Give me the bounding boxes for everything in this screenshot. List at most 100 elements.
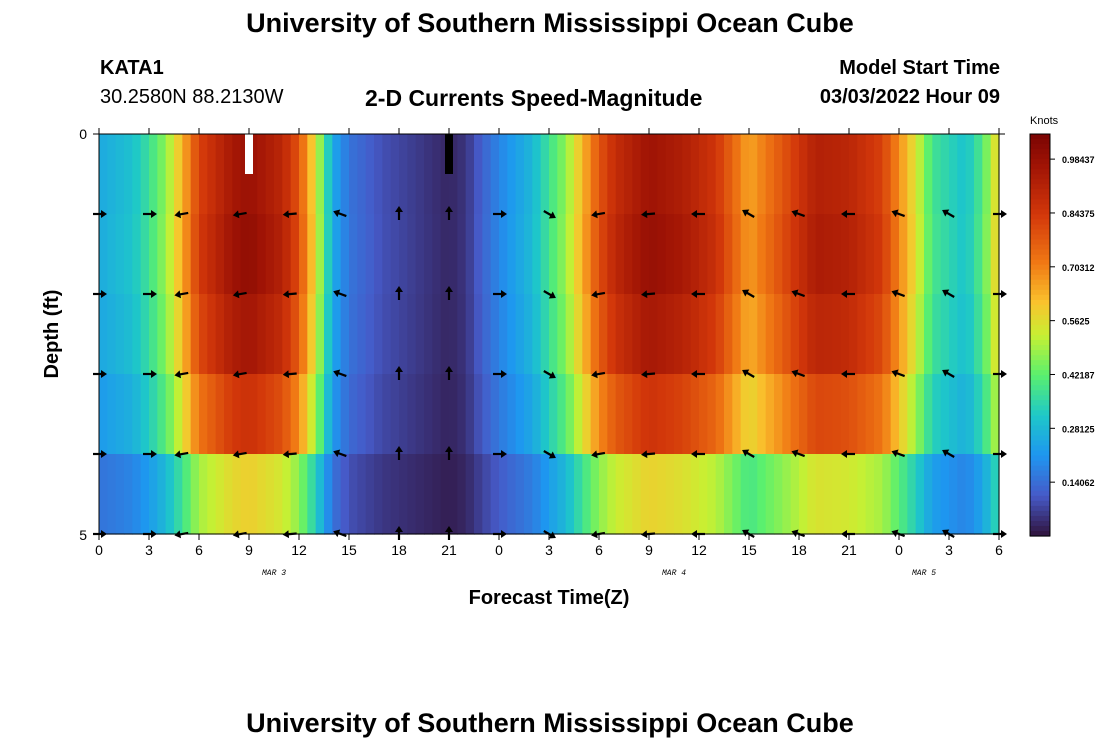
heatmap-cell (857, 134, 867, 215)
heatmap-cell (349, 134, 358, 215)
heatmap-cell (232, 454, 242, 535)
heatmap-cell (715, 214, 725, 295)
heatmap-cell (874, 374, 883, 455)
heatmap-cell (857, 214, 867, 295)
colorbar-segment (1030, 500, 1050, 507)
heatmap-cell (415, 294, 425, 375)
heatmap-cell (965, 294, 975, 375)
heatmap-cell (557, 214, 567, 295)
footer-title: University of Southern Mississippi Ocean… (246, 708, 854, 738)
heatmap-cell (107, 374, 117, 455)
heatmap-cell (115, 214, 125, 295)
heatmap-cell (240, 214, 250, 295)
heatmap-cell (474, 134, 483, 215)
arrow-head (742, 369, 750, 377)
heatmap-cell (665, 214, 675, 295)
heatmap-cell (674, 374, 683, 455)
heatmap-cell (807, 134, 817, 215)
heatmap-cell (790, 374, 800, 455)
heatmap-cell (215, 454, 225, 535)
heatmap-cell (424, 134, 433, 215)
colorbar-segment (1030, 144, 1050, 150)
heatmap-cell (907, 294, 917, 375)
heatmap-cell (782, 294, 792, 375)
current-arrow (493, 210, 507, 218)
heatmap-cell (474, 454, 483, 535)
heatmap-cell (740, 214, 750, 295)
arrow-head (942, 209, 950, 217)
arrow-head (548, 371, 556, 379)
heatmap-cell (299, 214, 308, 295)
heatmap-cell (174, 134, 183, 215)
heatmap-cell (657, 294, 667, 375)
arrow-head (591, 370, 598, 379)
arrow-head (101, 290, 107, 298)
arrow-head (333, 209, 341, 218)
arrow-head (641, 450, 648, 459)
heatmap-cell (307, 294, 317, 375)
heatmap-cell (990, 214, 1000, 295)
colorbar-segment (1030, 179, 1050, 185)
current-arrow (641, 210, 656, 219)
current-arrow (742, 209, 755, 218)
heatmap-cell (340, 294, 350, 375)
current-arrow (333, 289, 347, 298)
arrow-head (333, 449, 341, 458)
heatmap-cell (824, 134, 833, 215)
arrow-head (232, 290, 240, 299)
heatmap-cell (757, 294, 767, 375)
heatmap-cell (940, 374, 950, 455)
arrow-head (891, 209, 899, 218)
heatmap-cell (182, 294, 192, 375)
heatmap-cell (557, 134, 567, 215)
arrow-head (641, 210, 648, 219)
arrow-head (101, 370, 107, 378)
current-arrow (232, 450, 247, 459)
arrow-head (742, 529, 750, 537)
colorbar-segment (1030, 420, 1050, 427)
heatmap-cell (649, 374, 658, 455)
heatmap-cell (949, 454, 958, 535)
heatmap-cell (490, 134, 500, 215)
arrow-head (501, 370, 507, 378)
heatmap-cell (640, 134, 650, 215)
heatmap-cell (440, 454, 450, 535)
arrow-head (395, 206, 403, 212)
heatmap-cell (990, 374, 1000, 455)
x-tick-label: 21 (441, 542, 457, 558)
heatmap-cell (749, 214, 758, 295)
heatmap-cell (532, 214, 542, 295)
current-arrow (493, 290, 507, 298)
colorbar-segment (1030, 530, 1050, 537)
heatmap-cell (549, 294, 558, 375)
heatmap-cell (982, 214, 992, 295)
heatmap-cell (224, 454, 233, 535)
heatmap-cell (124, 294, 133, 375)
x-tick-label: 15 (741, 542, 757, 558)
heatmap-cell (399, 214, 408, 295)
arrow-head (791, 289, 799, 298)
heatmap-cell (265, 294, 275, 375)
heatmap-cell (699, 294, 708, 375)
colorbar-segment (1030, 279, 1050, 286)
colorbar-segment (1030, 159, 1050, 165)
arrow-head (691, 450, 697, 458)
arrow-head (395, 526, 403, 532)
colorbar: Knots 0.14062 0.28125 0.42187 0.5625 0.70312 0… (1029, 115, 1095, 537)
arrow-head (282, 450, 290, 459)
heatmap-cell (832, 294, 842, 375)
colorbar-segment (1030, 244, 1050, 251)
heatmap-cell (857, 374, 867, 455)
arrow-head (282, 370, 290, 379)
arrow-head (691, 290, 697, 298)
heatmap-cell (182, 214, 192, 295)
heatmap-cell (182, 134, 192, 215)
heatmap-cell (490, 374, 500, 455)
heatmap-cell (257, 134, 267, 215)
current-arrow (143, 210, 157, 218)
heatmap-cell (140, 134, 150, 215)
heatmap-cell (382, 214, 392, 295)
heatmap-cell (732, 214, 742, 295)
heatmap-cell (332, 294, 342, 375)
arrow-head (174, 210, 182, 219)
